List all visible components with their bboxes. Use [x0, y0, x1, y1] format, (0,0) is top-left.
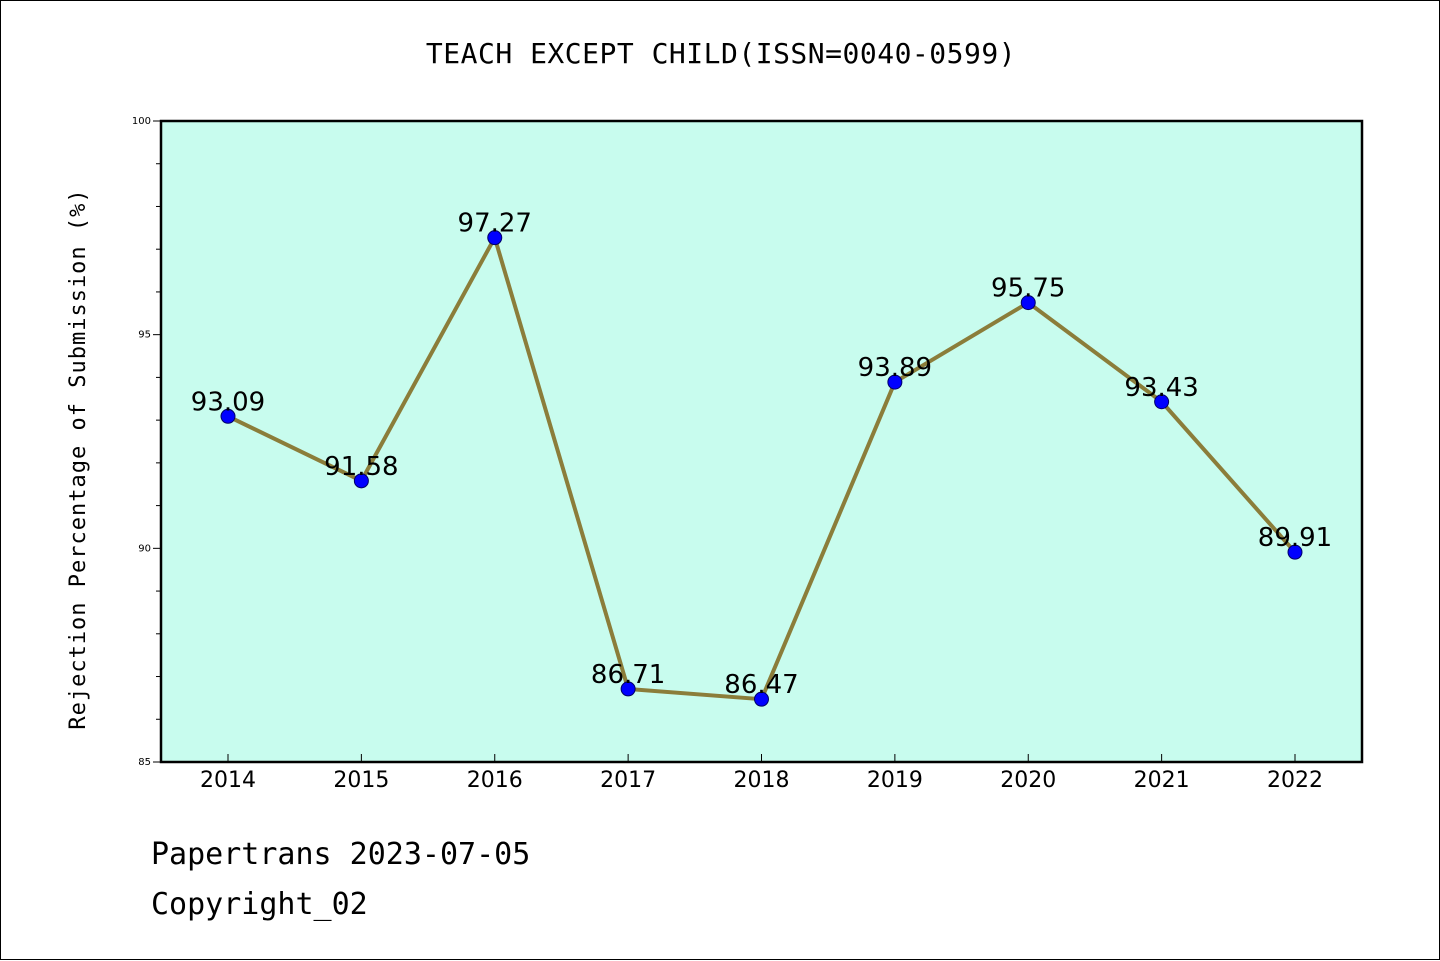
data-label: 93.89: [858, 353, 932, 383]
data-label: 86.71: [591, 660, 665, 690]
x-tick-label: 2015: [333, 768, 389, 793]
data-point: [1154, 394, 1170, 410]
data-label: 89.91: [1258, 523, 1332, 553]
data-labels: 93.09 91.58 97.27 86.71 86.47 93.89 95.75 93.43…: [191, 209, 1332, 701]
y-tick-label: 85: [138, 757, 151, 768]
data-label: 86.47: [724, 670, 798, 700]
data-point: [887, 374, 903, 390]
data-point: [1287, 544, 1303, 560]
x-axis-ticks: 2014 2015 2016 2017 2018 2019 2020 2021 2022: [200, 754, 1323, 793]
data-point: [487, 230, 503, 246]
data-label: 91.58: [324, 452, 398, 482]
data-point: [754, 691, 769, 707]
data-point: [1020, 295, 1036, 311]
y-tick-label: 95: [138, 330, 151, 341]
data-point: [220, 408, 236, 424]
data-markers: [220, 230, 1303, 707]
y-axis-label: Rejection Percentage of Submission (%): [66, 188, 91, 729]
x-tick-label: 2018: [734, 768, 790, 793]
footer-date: Papertrans 2023-07-05: [151, 837, 531, 872]
x-tick-label: 2020: [1000, 768, 1056, 793]
data-label: 93.43: [1124, 373, 1198, 403]
y-axis-ticks: 85 90 95 100: [132, 116, 161, 768]
plot-border: [159, 119, 1364, 764]
plot-area: [161, 121, 1362, 762]
x-tick-label: 2021: [1134, 768, 1190, 793]
x-tick-label: 2016: [467, 768, 523, 793]
y-tick-label: 90: [138, 543, 151, 554]
data-point: [620, 681, 636, 697]
x-tick-label: 2017: [600, 768, 656, 793]
data-label: 95.75: [991, 274, 1065, 304]
y-tick-label: 100: [132, 116, 151, 127]
x-tick-label: 2022: [1267, 768, 1323, 793]
footer-copyright: Copyright_02: [151, 887, 368, 922]
data-label: 93.09: [191, 387, 265, 417]
x-tick-label: 2019: [867, 768, 923, 793]
chart-title: TEACH EXCEPT CHILD(ISSN=0040-0599): [425, 37, 1017, 70]
data-point: [353, 473, 369, 489]
data-label: 97.27: [458, 209, 532, 239]
x-tick-label: 2014: [200, 768, 256, 793]
